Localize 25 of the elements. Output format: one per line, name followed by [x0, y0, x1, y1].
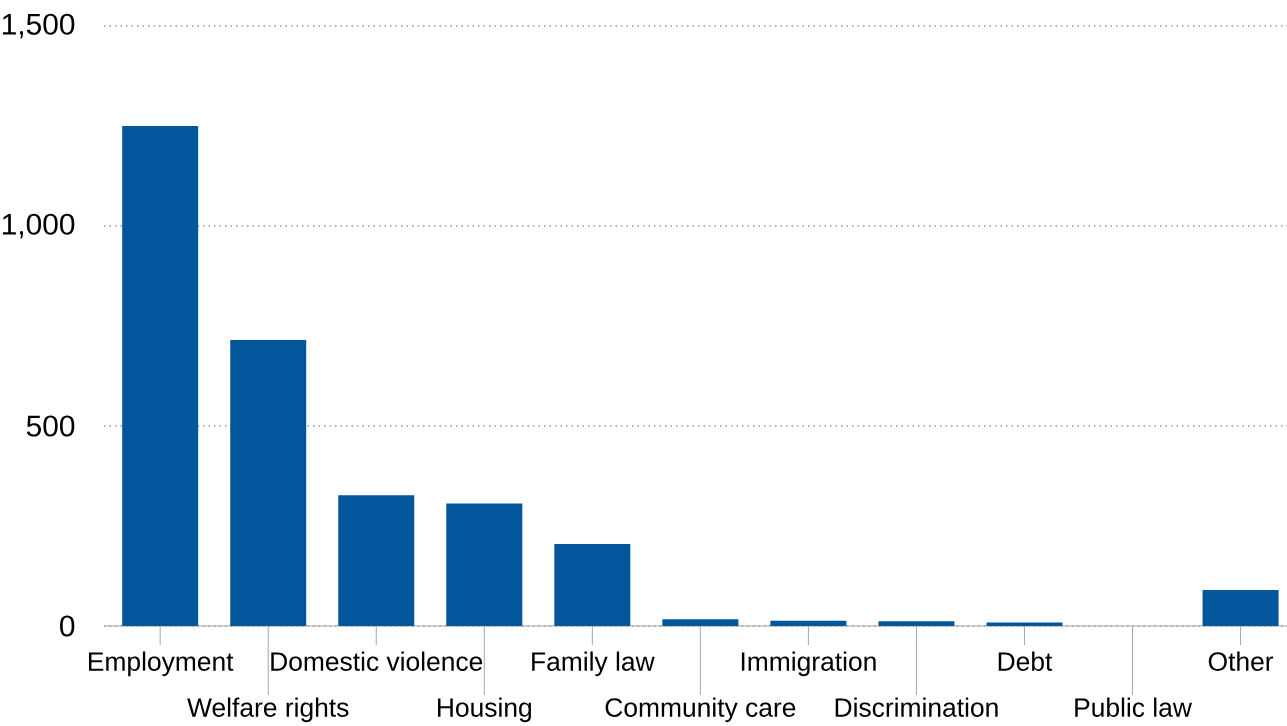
- bar: [554, 544, 631, 626]
- bar: [122, 125, 199, 626]
- x-tick-label: Other: [1208, 651, 1274, 671]
- bar: [770, 620, 847, 626]
- x-tick-label: Welfare rights: [187, 697, 349, 723]
- bar: [878, 621, 955, 626]
- bar: [230, 340, 307, 626]
- x-tick-label: Employment: [88, 651, 234, 677]
- bar: [338, 495, 415, 626]
- y-tick-label: 500: [26, 415, 75, 437]
- y-tick-label: 1,500: [2, 13, 75, 39]
- x-tick-label: Discrimination: [835, 697, 998, 717]
- bar: [1202, 590, 1279, 626]
- bar: [446, 503, 523, 626]
- bar: [986, 622, 1063, 626]
- x-tick-label: Domestic violence: [271, 651, 483, 671]
- x-tick-label: Immigration: [741, 651, 876, 677]
- x-tick-label: Housing: [438, 697, 531, 723]
- x-tick-label: Family law: [532, 651, 655, 677]
- x-tick-label: Community care: [605, 697, 796, 723]
- y-tick-label: 0: [60, 615, 75, 637]
- x-tick-label: Public law: [1075, 697, 1192, 717]
- y-tick-label: 1,000: [2, 213, 75, 239]
- bar: [662, 619, 739, 626]
- x-tick-label: Debt: [998, 651, 1053, 671]
